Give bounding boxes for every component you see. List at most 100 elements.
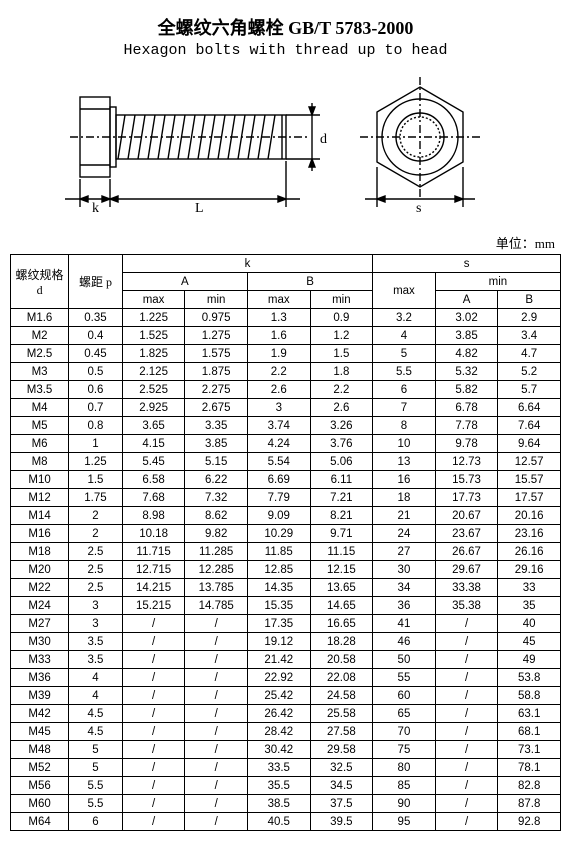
cell-kAmin: 6.22 [185, 471, 248, 489]
table-row: M20.41.5251.2751.61.243.853.4 [11, 327, 561, 345]
cell-d: M3 [11, 363, 69, 381]
cell-sMinB: 49 [498, 651, 561, 669]
cell-kAmin: / [185, 777, 248, 795]
cell-sMinA: 6.78 [435, 399, 498, 417]
cell-kAmax: / [122, 813, 185, 831]
cell-d: M27 [11, 615, 69, 633]
cell-sMinA: 7.78 [435, 417, 498, 435]
cell-kBmax: 33.5 [247, 759, 310, 777]
cell-kAmax: / [122, 687, 185, 705]
hdr-kB-max: max [247, 291, 310, 309]
cell-kBmax: 1.6 [247, 327, 310, 345]
dim-d-label: d [320, 132, 327, 147]
table-row: M605.5//38.537.590/87.8 [11, 795, 561, 813]
cell-kAmin: 1.875 [185, 363, 248, 381]
cell-kBmax: 14.35 [247, 579, 310, 597]
cell-d: M48 [11, 741, 69, 759]
cell-kAmin: 14.785 [185, 597, 248, 615]
table-row: M424.5//26.4225.5865/63.1 [11, 705, 561, 723]
cell-p: 1 [69, 435, 123, 453]
cell-d: M8 [11, 453, 69, 471]
cell-kAmax: / [122, 759, 185, 777]
hdr-k: k [122, 255, 372, 273]
cell-sMinA: 4.82 [435, 345, 498, 363]
cell-kAmin: 8.62 [185, 507, 248, 525]
cell-kBmin: 0.9 [310, 309, 373, 327]
cell-kBmin: 14.65 [310, 597, 373, 615]
cell-sMax: 13 [373, 453, 436, 471]
cell-kAmax: 5.45 [122, 453, 185, 471]
hdr-kA-max: max [122, 291, 185, 309]
table-row: M394//25.4224.5860/58.8 [11, 687, 561, 705]
cell-sMinA: / [435, 813, 498, 831]
cell-sMax: 3.2 [373, 309, 436, 327]
cell-p: 0.4 [69, 327, 123, 345]
cell-kAmin: / [185, 633, 248, 651]
cell-kAmin: 2.675 [185, 399, 248, 417]
cell-kBmin: 8.21 [310, 507, 373, 525]
title-english: Hexagon bolts with thread up to head [10, 42, 561, 59]
cell-kBmax: 12.85 [247, 561, 310, 579]
hdr-s: s [373, 255, 561, 273]
table-row: M2.50.451.8251.5751.91.554.824.7 [11, 345, 561, 363]
cell-p: 2 [69, 507, 123, 525]
cell-sMinA: 12.73 [435, 453, 498, 471]
cell-d: M64 [11, 813, 69, 831]
cell-kBmax: 6.69 [247, 471, 310, 489]
cell-sMinB: 6.64 [498, 399, 561, 417]
cell-sMinB: 3.4 [498, 327, 561, 345]
table-row: M24315.21514.78515.3514.653635.3835 [11, 597, 561, 615]
cell-p: 3.5 [69, 633, 123, 651]
cell-sMax: 55 [373, 669, 436, 687]
cell-sMax: 65 [373, 705, 436, 723]
cell-sMax: 34 [373, 579, 436, 597]
cell-sMinA: / [435, 669, 498, 687]
cell-sMinA: / [435, 795, 498, 813]
cell-kAmax: 6.58 [122, 471, 185, 489]
cell-kAmax: 1.525 [122, 327, 185, 345]
cell-kBmax: 35.5 [247, 777, 310, 795]
cell-sMax: 18 [373, 489, 436, 507]
cell-sMinA: 5.32 [435, 363, 498, 381]
hdr-k-B: B [247, 273, 372, 291]
cell-p: 0.7 [69, 399, 123, 417]
cell-kBmax: 7.79 [247, 489, 310, 507]
cell-sMax: 10 [373, 435, 436, 453]
cell-kAmax: 12.715 [122, 561, 185, 579]
cell-sMinB: 23.16 [498, 525, 561, 543]
hdr-sMin-B: B [498, 291, 561, 309]
cell-sMinA: 15.73 [435, 471, 498, 489]
cell-sMinB: 9.64 [498, 435, 561, 453]
cell-sMax: 50 [373, 651, 436, 669]
cell-kBmax: 40.5 [247, 813, 310, 831]
cell-p: 5 [69, 741, 123, 759]
cell-sMinB: 5.2 [498, 363, 561, 381]
cell-kBmax: 30.42 [247, 741, 310, 759]
cell-sMinB: 63.1 [498, 705, 561, 723]
cell-d: M14 [11, 507, 69, 525]
cell-sMinA: 35.38 [435, 597, 498, 615]
cell-kAmax: 1.825 [122, 345, 185, 363]
cell-kBmin: 3.76 [310, 435, 373, 453]
cell-kBmin: 12.15 [310, 561, 373, 579]
cell-sMax: 5.5 [373, 363, 436, 381]
cell-kBmin: 6.11 [310, 471, 373, 489]
cell-kAmin: 2.275 [185, 381, 248, 399]
cell-sMinA: / [435, 633, 498, 651]
cell-kAmin: / [185, 651, 248, 669]
cell-d: M36 [11, 669, 69, 687]
cell-kAmin: 3.85 [185, 435, 248, 453]
cell-kAmin: / [185, 813, 248, 831]
hdr-kB-min: min [310, 291, 373, 309]
cell-kAmin: / [185, 723, 248, 741]
cell-sMinA: / [435, 687, 498, 705]
cell-p: 3 [69, 597, 123, 615]
cell-p: 0.8 [69, 417, 123, 435]
cell-d: M30 [11, 633, 69, 651]
cell-kBmax: 4.24 [247, 435, 310, 453]
cell-p: 3 [69, 615, 123, 633]
cell-p: 3.5 [69, 651, 123, 669]
bolt-diagram: k L d s [10, 67, 561, 227]
cell-kAmax: / [122, 615, 185, 633]
cell-sMax: 16 [373, 471, 436, 489]
